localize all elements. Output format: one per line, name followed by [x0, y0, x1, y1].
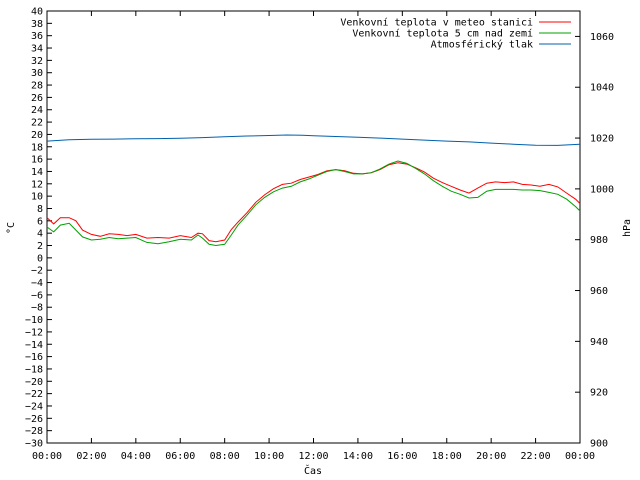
y-tick-label: −30 — [25, 439, 43, 450]
y-tick-label: 28 — [31, 81, 43, 92]
y-tick-label: 0 — [37, 253, 43, 264]
series-line-1 — [46, 162, 581, 243]
y2-tick-label: 900 — [590, 439, 608, 450]
legend-label-1: Venkovní teplota v meteo stanici — [340, 17, 533, 29]
y-tick-label: −18 — [25, 364, 43, 375]
y-tick-label: 20 — [31, 130, 43, 141]
y-tick-label: −8 — [31, 303, 43, 314]
y-tick-label: 6 — [37, 216, 43, 227]
x-axis-title: Čas — [304, 464, 322, 477]
y-tick-label: −20 — [25, 377, 43, 388]
legend-label-2: Venkovní teplota 5 cm nad zemí — [352, 28, 533, 40]
y-tick-label: 4 — [37, 229, 43, 240]
y-tick-label: −10 — [25, 315, 43, 326]
y2-tick-label: 940 — [590, 337, 608, 348]
y2-tick-label: 920 — [590, 388, 608, 399]
x-tick-label: 18:00 — [432, 451, 462, 462]
y2-tick-label: 1060 — [590, 32, 614, 43]
y2-tick-label: 1020 — [590, 134, 614, 145]
y-tick-label: 34 — [31, 44, 43, 55]
x-tick-label: 00:00 — [32, 451, 62, 462]
y-tick-label: 8 — [37, 204, 43, 215]
y2-tick-label: 960 — [590, 286, 608, 297]
y-tick-label: 36 — [31, 31, 43, 42]
y-tick-label: 18 — [31, 142, 43, 153]
y-tick-label: −16 — [25, 352, 43, 363]
y-tick-label: 16 — [31, 155, 43, 166]
y-tick-label: −22 — [25, 389, 43, 400]
x-tick-label: 00:00 — [565, 451, 595, 462]
y-tick-label: −26 — [25, 414, 43, 425]
x-tick-label: 02:00 — [76, 451, 106, 462]
legend-label-3: Atmosférický tlak — [431, 39, 533, 51]
series-line-3 — [46, 134, 581, 146]
y-tick-label: 32 — [31, 56, 43, 67]
y2-axis-title: hPa — [622, 219, 633, 237]
x-tick-label: 22:00 — [521, 451, 551, 462]
y2-tick-label: 980 — [590, 235, 608, 246]
y-tick-label: −24 — [25, 401, 43, 412]
y-tick-label: 12 — [31, 179, 43, 190]
x-tick-label: 06:00 — [165, 451, 195, 462]
x-tick-label: 08:00 — [210, 451, 240, 462]
y-tick-label: 14 — [31, 167, 43, 178]
y-tick-label: 10 — [31, 192, 43, 203]
series-line-2 — [46, 160, 581, 247]
y2-tick-label: 1000 — [590, 184, 614, 195]
y2-tick-label: 1040 — [590, 83, 614, 94]
y-tick-label: 24 — [31, 105, 43, 116]
x-tick-label: 14:00 — [343, 451, 373, 462]
y-tick-label: 26 — [31, 93, 43, 104]
x-tick-label: 20:00 — [476, 451, 506, 462]
y-tick-label: 2 — [37, 241, 43, 252]
y-tick-label: −4 — [31, 278, 43, 289]
y-axis-title: °C — [6, 222, 17, 234]
x-tick-label: 04:00 — [121, 451, 151, 462]
y-tick-label: 38 — [31, 19, 43, 30]
x-tick-label: 16:00 — [387, 451, 417, 462]
y-tick-label: 40 — [31, 7, 43, 18]
y-tick-label: 30 — [31, 68, 43, 79]
y-tick-label: 22 — [31, 118, 43, 129]
y-tick-label: −6 — [31, 290, 43, 301]
x-tick-label: 12:00 — [298, 451, 328, 462]
y-tick-label: −2 — [31, 266, 43, 277]
y-tick-label: −14 — [25, 340, 43, 351]
y-tick-label: −12 — [25, 327, 43, 338]
y-tick-label: −28 — [25, 426, 43, 437]
x-tick-label: 10:00 — [254, 451, 284, 462]
